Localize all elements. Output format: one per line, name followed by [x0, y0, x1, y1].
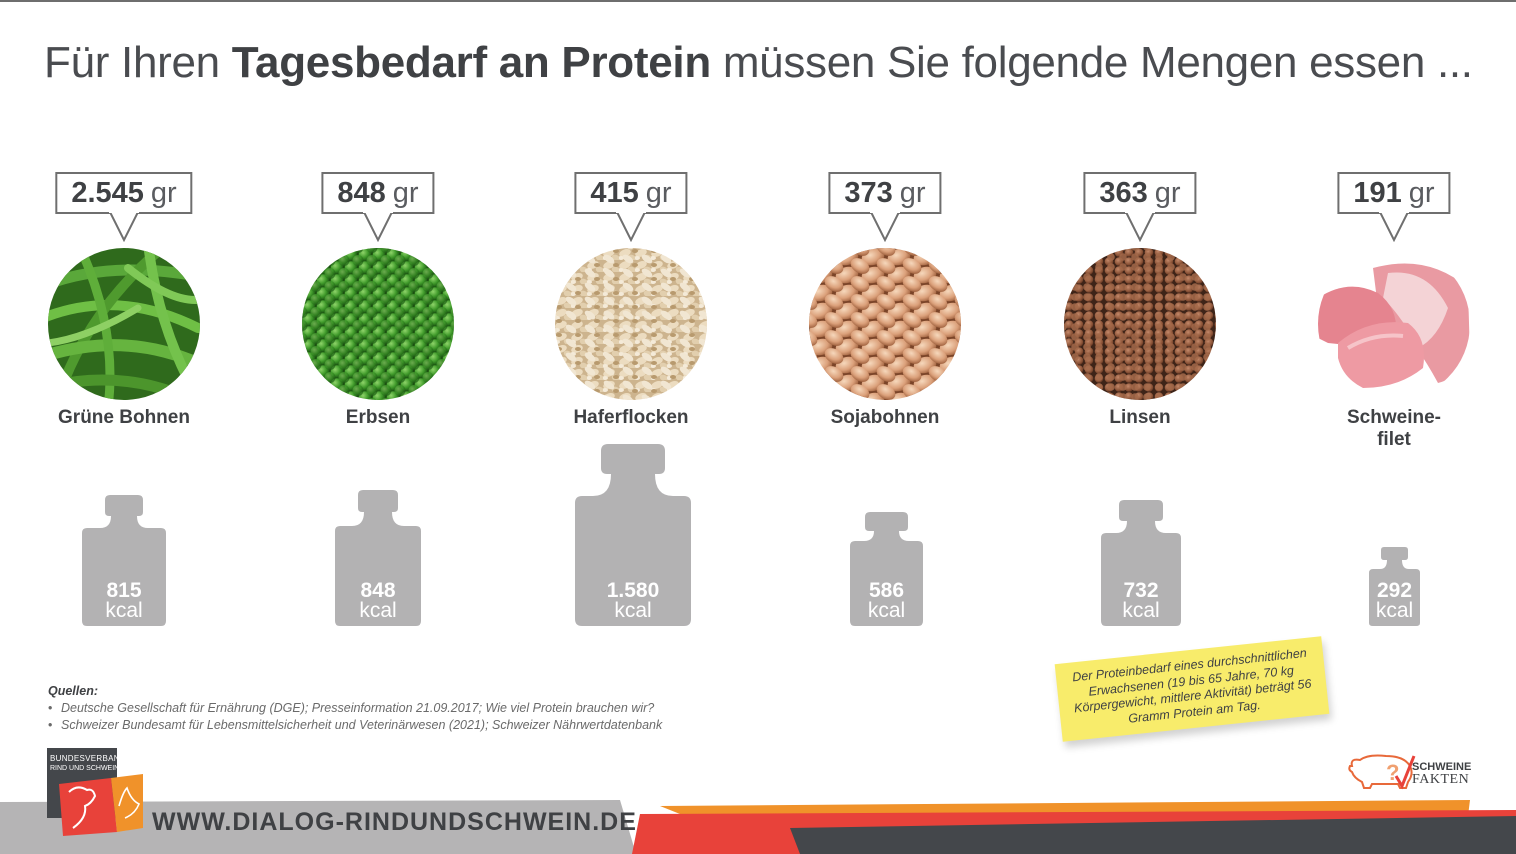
kcal-weight-gruene-bohnen: 815 kcal — [82, 495, 166, 627]
amount-unit: gr — [1408, 176, 1435, 209]
kcal-weight-sojabohnen: 586 kcal — [850, 512, 923, 627]
sources-heading: Quellen: — [48, 684, 99, 698]
footer-band — [0, 800, 1516, 854]
kcal-value: 292 — [1376, 579, 1413, 602]
kcal-weight-haferflocken: 1.580 kcal — [575, 444, 691, 627]
amount-value: 2.545 — [71, 176, 144, 209]
amount-unit: gr — [150, 176, 177, 209]
kcal-unit: kcal — [105, 599, 143, 622]
soybeans-photo — [809, 248, 961, 400]
weight-icon — [82, 495, 166, 626]
kcal-weight-erbsen: 848 kcal — [335, 490, 421, 627]
kcal-unit: kcal — [614, 599, 652, 622]
title-prefix: Für Ihren — [44, 38, 232, 87]
amount-callout: 848 gr — [321, 172, 435, 214]
website-link[interactable]: WWW.DIALOG-RINDUNDSCHWEIN.DE — [152, 808, 637, 836]
kcal-value: 586 — [868, 579, 905, 602]
amount-callout: 373 gr — [828, 172, 942, 214]
org-name-line2: RIND UND SCHWEIN E.V. — [50, 765, 134, 772]
food-name: Grüne Bohnen — [58, 407, 190, 428]
amount-value: 363 — [1099, 176, 1148, 209]
weight-icon — [1101, 500, 1181, 626]
schweine-fakten-brand: SCHWEINE FAKTEN — [1412, 762, 1471, 787]
pork-fillet-photo — [1318, 248, 1470, 400]
top-border — [0, 0, 1516, 2]
source-item: Deutsche Gesellschaft für Ernährung (DGE… — [48, 700, 662, 717]
kcal-value: 815 — [106, 579, 142, 602]
amount-value: 373 — [844, 176, 893, 209]
kcal-weight-schweinefilet: 292 kcal — [1369, 547, 1420, 627]
food-name-line2: filet — [1377, 429, 1411, 450]
weight-icon — [850, 512, 923, 626]
kcal-unit: kcal — [1375, 599, 1414, 622]
weight-icon — [575, 444, 691, 626]
amount-unit: gr — [392, 176, 419, 209]
amount-unit: gr — [899, 176, 926, 209]
source-item: Schweizer Bundesamt für Lebensmittelsich… — [48, 717, 662, 734]
protein-requirement-note: Der Proteinbedarf eines durchschnittlich… — [1054, 636, 1330, 742]
weight-icon — [1369, 547, 1420, 626]
sources-section: Quellen: Deutsche Gesellschaft für Ernäh… — [48, 684, 662, 734]
brand-line1: SCHWEINE — [1412, 761, 1472, 773]
kcal-weight-linsen: 732 kcal — [1101, 500, 1181, 627]
kcal-unit: kcal — [1122, 599, 1160, 622]
org-name: BUNDESVERBAND RIND UND SCHWEIN E.V. — [50, 754, 134, 773]
page-title: Für Ihren Tagesbedarf an Protein müssen … — [44, 38, 1473, 88]
title-suffix: müssen Sie folgende Mengen essen ... — [710, 38, 1473, 87]
amount-callout: 363 gr — [1083, 172, 1197, 214]
amount-callout: 2.545 gr — [55, 172, 193, 214]
oat-flakes-photo — [555, 248, 707, 400]
food-name: Sojabohnen — [830, 407, 940, 428]
kcal-unit: kcal — [867, 599, 906, 622]
food-name: Erbsen — [345, 407, 411, 428]
green-beans-photo — [48, 248, 200, 400]
amount-value: 191 — [1353, 176, 1402, 209]
brand-line2: FAKTEN — [1412, 772, 1470, 787]
weight-icon — [335, 490, 421, 626]
kcal-value: 732 — [1123, 579, 1159, 602]
amount-value: 848 — [337, 176, 386, 209]
peas-photo — [302, 248, 454, 400]
food-name: Linsen — [1109, 407, 1171, 428]
org-name-line1: BUNDESVERBAND — [50, 754, 126, 763]
kcal-value: 848 — [360, 579, 396, 602]
schweine-fakten-pig-icon: ? — [1348, 754, 1416, 790]
kcal-unit: kcal — [359, 599, 397, 622]
amount-unit: gr — [645, 176, 672, 209]
amount-callout: 415 gr — [574, 172, 688, 214]
amount-unit: gr — [1154, 176, 1181, 209]
title-emphasis: Tagesbedarf an Protein — [231, 38, 711, 87]
bundesverband-logo-icon — [47, 748, 143, 836]
food-name: Schweine-filet — [1294, 407, 1494, 451]
amount-value: 415 — [590, 176, 639, 209]
kcal-value: 1.580 — [606, 579, 660, 602]
amount-callout: 191 gr — [1337, 172, 1451, 214]
lentils-photo — [1064, 248, 1216, 400]
food-name-line1: Schweine- — [1347, 407, 1441, 428]
food-name: Haferflocken — [573, 407, 689, 428]
